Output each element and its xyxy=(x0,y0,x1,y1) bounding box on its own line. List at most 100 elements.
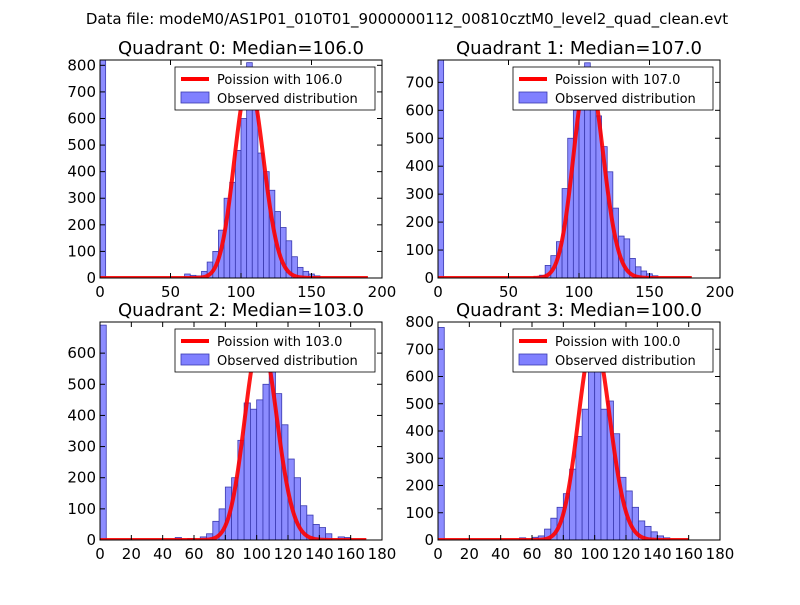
y-tick-label: 700 xyxy=(405,340,434,358)
y-tick-label: 300 xyxy=(67,438,96,456)
x-tick-label: 160 xyxy=(674,545,703,563)
x-tick-label: 140 xyxy=(643,545,672,563)
poisson-curve xyxy=(438,336,690,540)
y-tick-label: 200 xyxy=(405,213,434,231)
y-tick-label: 600 xyxy=(67,109,96,127)
legend-label-poisson: Poission with 103.0 xyxy=(217,335,342,350)
legend: Poission with 106.0 Observed distribution xyxy=(174,66,376,111)
poisson-curve xyxy=(100,79,370,278)
quadrant-panel-0: 0 50 100 150 200 0 100 200 300 400 500 600 700 800 Qua… xyxy=(67,38,396,301)
x-tick-label: 180 xyxy=(368,545,397,563)
legend: Poission with 100.0 Observed distribution xyxy=(512,328,714,373)
y-tick-label: 300 xyxy=(405,449,434,467)
x-tick-label: 160 xyxy=(336,545,365,563)
y-tick-label: 500 xyxy=(405,129,434,147)
histogram-bar xyxy=(100,60,107,278)
x-tick-label: 40 xyxy=(491,545,510,563)
x-tick-label: 150 xyxy=(635,283,664,301)
legend-label-observed: Observed distribution xyxy=(217,92,358,107)
x-tick-label: 50 xyxy=(161,283,180,301)
x-tick-label: 140 xyxy=(305,545,334,563)
histogram-bar xyxy=(251,107,259,278)
x-tick-label: 0 xyxy=(95,545,105,563)
y-tick-label: 600 xyxy=(405,368,434,386)
legend-bar-swatch xyxy=(518,91,548,104)
histogram-bar xyxy=(589,98,597,278)
y-tick-label: 300 xyxy=(67,189,96,207)
x-tick-label: 200 xyxy=(706,283,735,301)
y-tick-label: 100 xyxy=(405,504,434,522)
y-tick-label: 500 xyxy=(67,375,96,393)
x-tick-label: 200 xyxy=(368,283,397,301)
histogram-bar xyxy=(581,408,589,540)
histogram-bars xyxy=(438,60,659,278)
y-tick-label: 700 xyxy=(67,83,96,101)
x-tick-label: 60 xyxy=(184,545,203,563)
histogram-bar xyxy=(234,149,242,278)
x-tick-label: 80 xyxy=(216,545,235,563)
x-tick-label: 150 xyxy=(297,283,326,301)
y-tick-label: 400 xyxy=(405,422,434,440)
histogram-bar xyxy=(100,324,107,540)
x-tick-label: 40 xyxy=(153,545,172,563)
x-tick-label: 100 xyxy=(242,545,271,563)
legend-label-poisson: Poission with 107.0 xyxy=(555,73,680,88)
histogram-bar xyxy=(600,408,608,540)
legend: Poission with 107.0 Observed distribution xyxy=(512,66,714,111)
y-tick-label: 200 xyxy=(405,477,434,495)
x-tick-label: 80 xyxy=(554,545,573,563)
quadrant-panel-2: 0 20 40 60 80 100 120 140 160 1800100200300400500… xyxy=(67,300,396,563)
y-tick-label: 0 xyxy=(424,269,434,287)
histogram-bar xyxy=(262,383,270,540)
x-tick-label: 120 xyxy=(274,545,303,563)
x-tick-label: 20 xyxy=(122,545,141,563)
y-tick-label: 800 xyxy=(67,56,96,74)
y-tick-label: 200 xyxy=(67,216,96,234)
y-tick-label: 200 xyxy=(67,469,96,487)
y-tick-label: 400 xyxy=(67,163,96,181)
panel-title: Quadrant 2: Median=103.0 xyxy=(118,300,364,321)
y-tick-label: 400 xyxy=(405,157,434,175)
histogram-bar xyxy=(240,118,248,278)
histogram-bar xyxy=(438,327,445,540)
y-tick-label: 600 xyxy=(67,344,96,362)
x-tick-label: 100 xyxy=(227,283,256,301)
quadrant-panel-1: 0 50 100 150 200 0 100 200 300 400 500 600 700 Quadra… xyxy=(405,38,734,301)
y-tick-label: 100 xyxy=(405,241,434,259)
legend-bar-swatch xyxy=(180,353,210,366)
panel-title: Quadrant 1: Median=107.0 xyxy=(456,38,702,59)
y-tick-label: 400 xyxy=(67,406,96,424)
legend-bar-swatch xyxy=(180,91,210,104)
histogram-bars xyxy=(100,60,321,278)
x-tick-label: 0 xyxy=(433,545,443,563)
y-tick-label: 100 xyxy=(67,242,96,260)
histogram-bar xyxy=(438,60,445,278)
legend-label-poisson: Poission with 106.0 xyxy=(217,73,342,88)
x-tick-label: 120 xyxy=(612,545,641,563)
y-tick-label: 100 xyxy=(67,500,96,518)
histogram-bar xyxy=(575,436,583,540)
figure-suptitle: Data file: modeM0/AS1P01_010T01_90000001… xyxy=(86,10,728,29)
axes-frame xyxy=(99,321,383,541)
histogram-bar xyxy=(588,354,596,540)
y-tick-label: 0 xyxy=(424,531,434,549)
x-tick-label: 60 xyxy=(522,545,541,563)
legend-label-poisson: Poission with 100.0 xyxy=(555,335,680,350)
x-tick-label: 100 xyxy=(565,283,594,301)
y-tick-label: 0 xyxy=(86,531,96,549)
legend-label-observed: Observed distribution xyxy=(555,92,696,107)
y-tick-label: 700 xyxy=(405,73,434,91)
y-tick-label: 800 xyxy=(405,313,434,331)
legend-box xyxy=(512,66,714,111)
y-tick-label: 500 xyxy=(67,136,96,154)
histogram-bar xyxy=(257,152,264,278)
quadrant-panel-3: 0 20 40 60 80 100 120 140 160 1800100200300400500… xyxy=(405,300,734,563)
x-tick-label: 50 xyxy=(499,283,518,301)
y-tick-label: 600 xyxy=(405,101,434,119)
x-tick-label: 20 xyxy=(460,545,479,563)
legend-bar-swatch xyxy=(518,353,548,366)
legend-label-observed: Observed distribution xyxy=(217,354,358,369)
y-tick-label: 300 xyxy=(405,185,434,203)
histogram-bar xyxy=(249,408,258,540)
